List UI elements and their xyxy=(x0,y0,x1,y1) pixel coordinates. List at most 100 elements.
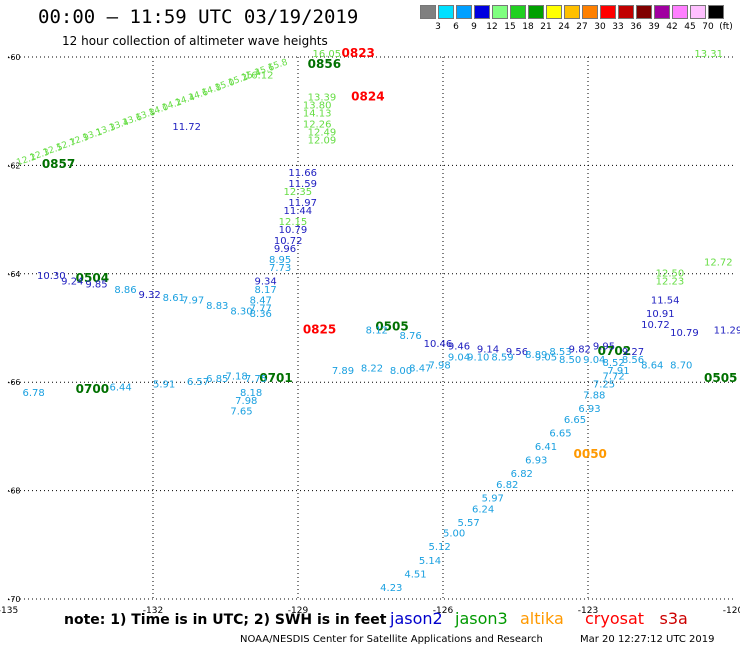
swh-label: 5.14 xyxy=(419,556,441,567)
swh-label: 6.24 xyxy=(472,504,494,515)
legend-swatch xyxy=(510,5,526,19)
swh-label: 5.57 xyxy=(458,518,480,529)
swh-label: 7.18 xyxy=(226,371,248,382)
legend-label: 21 xyxy=(540,22,552,32)
pass-time-label: 0050 xyxy=(574,447,607,461)
swh-label: 9.04 xyxy=(583,355,605,366)
map-grid: -135 -132 -129 -126 -123 -120 -60 -62 -64 -66 -68 -… xyxy=(0,53,740,616)
pass-time-label: 0505 xyxy=(375,320,408,334)
swh-label: 11.97 xyxy=(288,198,317,209)
satellite-jason2: jason2 xyxy=(390,609,443,628)
legend-swatch xyxy=(438,5,454,19)
swh-label: 9.56 xyxy=(506,347,528,358)
swh-label: 6.44 xyxy=(110,382,132,393)
legend-label: 45 xyxy=(684,22,696,32)
swh-label: 9.24 xyxy=(61,277,83,288)
swh-label: 6.82 xyxy=(511,469,533,480)
swh-label: 8.30 xyxy=(230,306,252,317)
swh-label: 11.54 xyxy=(651,296,680,307)
swh-label: 8.36 xyxy=(250,309,272,320)
swh-label: 10.79 xyxy=(670,328,699,339)
lon-tick-label: -132 xyxy=(143,606,163,616)
swh-label: 8.47 xyxy=(250,296,272,307)
swh-label: 7.65 xyxy=(230,407,252,418)
swh-label: 8.61 xyxy=(163,293,185,304)
swh-label: 7.98 xyxy=(235,396,257,407)
swh-label: 5.91 xyxy=(153,380,175,391)
lon-tick-label: -123 xyxy=(578,606,598,616)
swh-label: 7.72 xyxy=(603,371,625,382)
swh-label: 11.59 xyxy=(288,179,317,190)
legend-label: 15 xyxy=(504,22,516,32)
swh-label: 9.82 xyxy=(569,344,591,355)
lon-tick-label: -126 xyxy=(433,606,454,616)
satellite-altika: altika xyxy=(520,609,564,628)
lat-tick-label: -66 xyxy=(7,378,20,387)
legend-swatch xyxy=(708,5,724,19)
swh-label: 7.25 xyxy=(593,380,615,391)
swh-label: 8.52 xyxy=(603,358,625,369)
swh-label: 14.13 xyxy=(303,109,332,120)
swh-label: 7.73 xyxy=(269,263,291,274)
swh-label: 5.97 xyxy=(482,493,504,504)
satellite-cryosat: cryosat xyxy=(585,609,645,628)
swh-label: 8.47 xyxy=(409,363,431,374)
legend-swatch xyxy=(690,5,706,19)
swh-label: 6.57 xyxy=(187,377,209,388)
swh-label: 7.91 xyxy=(607,366,629,377)
swh-label: 12.72 xyxy=(704,258,733,269)
swh-label: 12.49 xyxy=(308,128,337,139)
legend-swatch xyxy=(420,5,436,19)
pass-time-label: 0505 xyxy=(704,371,737,385)
swh-label: 6.85 xyxy=(206,374,228,385)
swh-label: 8.76 xyxy=(400,331,422,342)
swh-label: 8.18 xyxy=(240,388,262,399)
swh-label: 8.22 xyxy=(361,363,383,374)
swh-label: 10.79 xyxy=(279,225,308,236)
pass-time-label: 0857 xyxy=(42,157,75,171)
swh-label: 9.32 xyxy=(139,290,161,301)
legend-swatch xyxy=(492,5,508,19)
swh-label: 6.93 xyxy=(578,404,600,415)
swh-label: 8.70 xyxy=(670,361,692,372)
lat-tick-label: -70 xyxy=(7,595,20,604)
swh-label: 4.51 xyxy=(404,569,426,580)
swh-label: 8.95 xyxy=(269,255,291,266)
legend-swatch xyxy=(672,5,688,19)
legend-swatch xyxy=(546,5,562,19)
swh-label: 11.44 xyxy=(284,206,313,217)
swh-label: 4.23 xyxy=(380,583,402,594)
swh-label: 10.91 xyxy=(646,309,675,320)
swh-label: 12.50 xyxy=(656,269,685,280)
legend-swatch xyxy=(582,5,598,19)
legend-swatch xyxy=(528,5,544,19)
legend-label: 24 xyxy=(558,22,570,32)
legend-label: 12 xyxy=(486,22,498,32)
swh-label: 9.04 xyxy=(448,353,470,364)
pass-time-label: 0823 xyxy=(342,46,375,60)
swh-label: 9.34 xyxy=(255,277,277,288)
legend-unit: (ft) xyxy=(719,22,733,32)
swh-label: 16.12 xyxy=(245,71,274,82)
lat-tick-label: -60 xyxy=(7,53,20,62)
swh-label: 8.83 xyxy=(206,301,228,312)
legend-swatch xyxy=(636,5,652,19)
lon-tick-label: -135 xyxy=(0,606,18,616)
swh-label: 7.77 xyxy=(250,304,272,315)
swh-label: 12.09 xyxy=(308,136,337,147)
swh-label: 6.82 xyxy=(496,480,518,491)
swh-label: 6.93 xyxy=(525,456,547,467)
swh-label: 8.00 xyxy=(390,366,412,377)
footer-timestamp: Mar 20 12:27:12 UTC 2019 xyxy=(580,634,715,645)
lon-tick-label: -129 xyxy=(288,606,309,616)
swh-label: 11.66 xyxy=(288,168,317,179)
swh-label: 10.30 xyxy=(37,271,66,282)
legend-swatch xyxy=(456,5,472,19)
lat-tick-label: -64 xyxy=(7,270,20,279)
swh-label: 13.31 xyxy=(694,49,723,60)
swh-label: 8.64 xyxy=(641,361,663,372)
swh-label: 9.95 xyxy=(593,342,615,353)
legend-swatch xyxy=(564,5,580,19)
legend-swatch xyxy=(474,5,490,19)
